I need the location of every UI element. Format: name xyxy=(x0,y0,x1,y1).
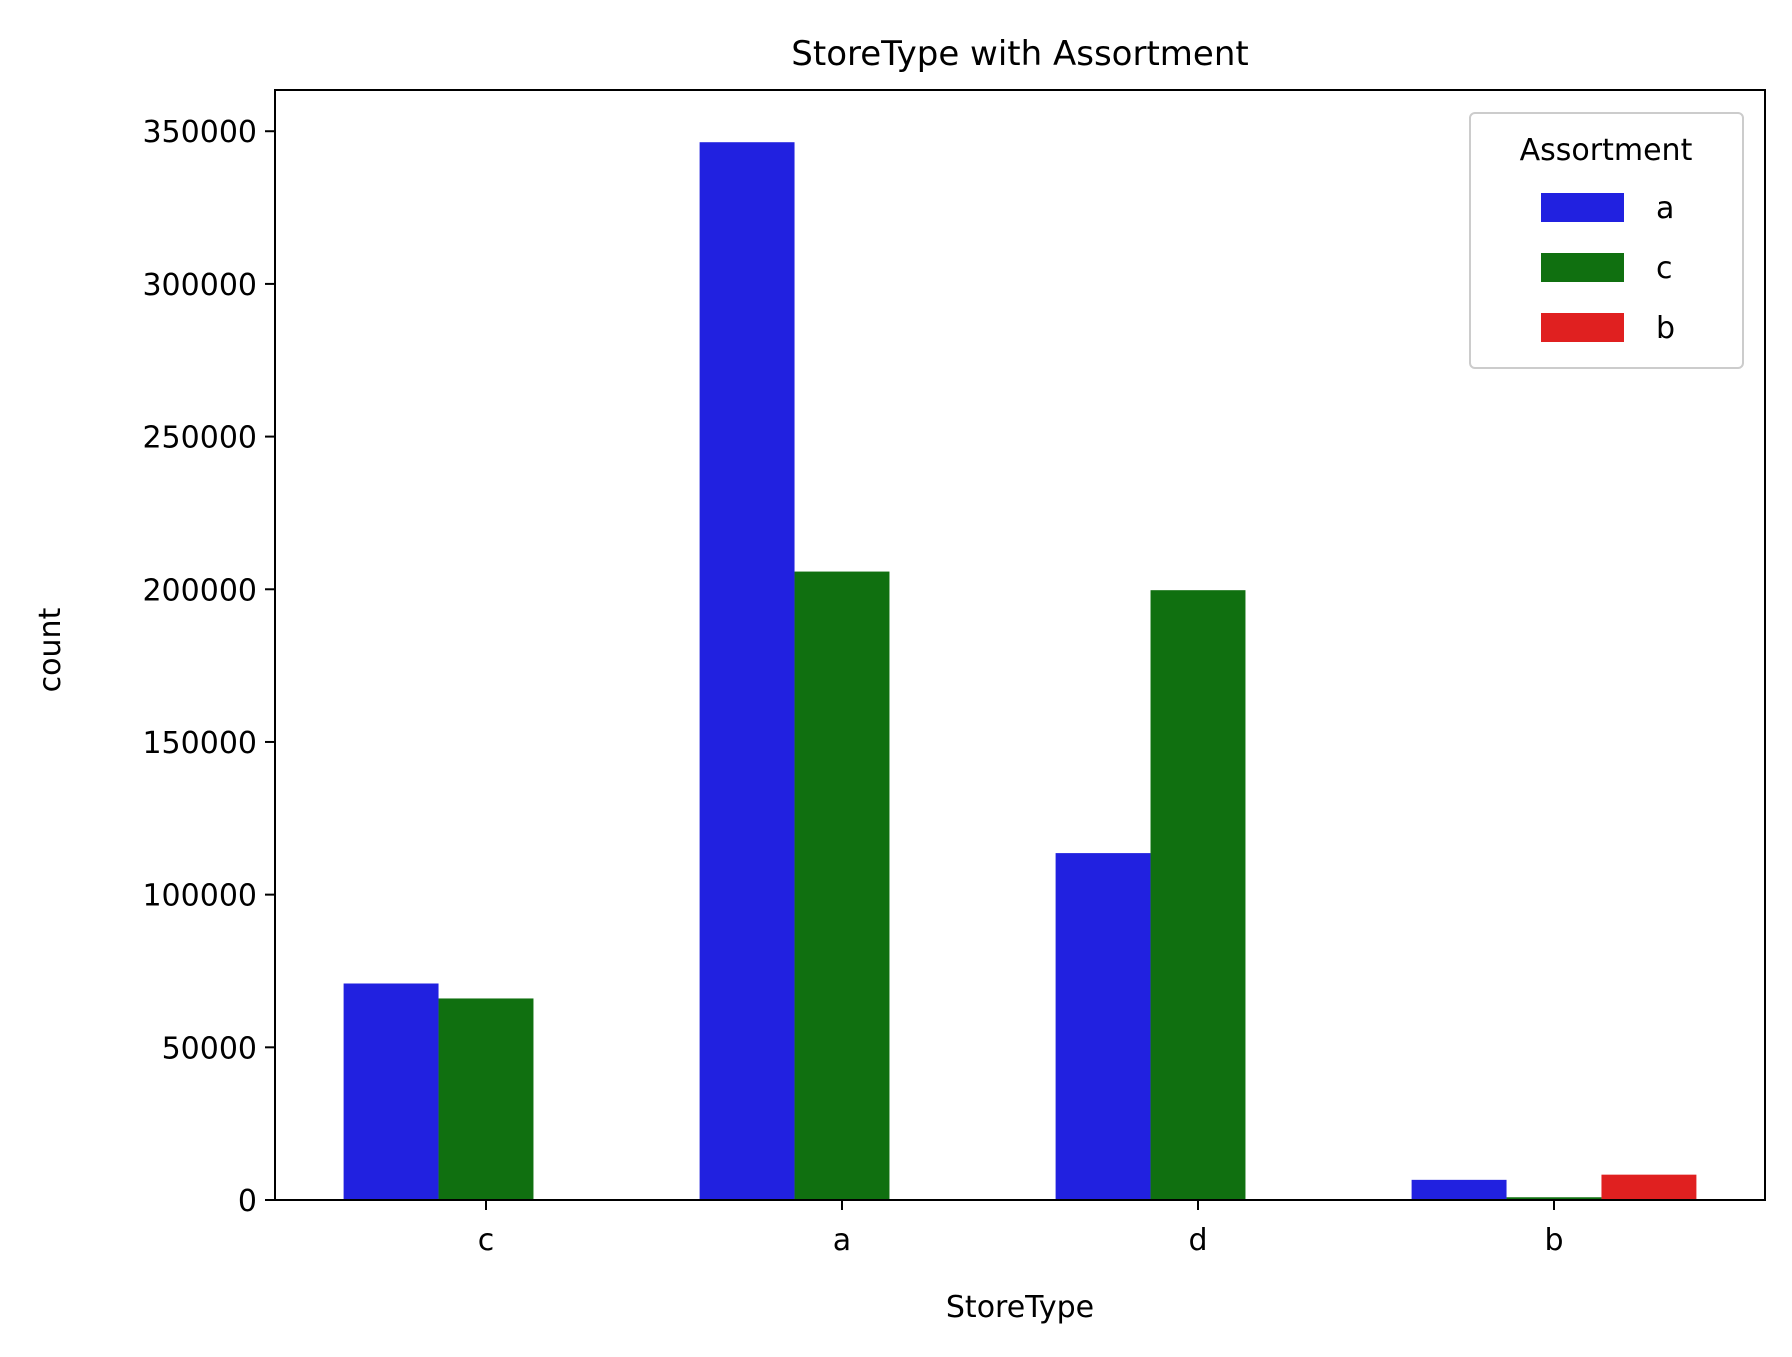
bars-group xyxy=(343,142,1697,1201)
bar-b-a xyxy=(1411,1179,1507,1200)
bar-d-c xyxy=(1150,590,1246,1200)
y-axis-ticks: 0 50000 100000 150000 200000 250000 300000 3500… xyxy=(142,115,275,1219)
y-tick-label: 350000 xyxy=(142,115,257,150)
legend-title: Assortment xyxy=(1520,133,1693,168)
bar-b-c xyxy=(1506,1197,1602,1200)
bar-a-c xyxy=(794,571,890,1200)
bar-d-a xyxy=(1055,853,1151,1200)
y-axis-label: count xyxy=(33,607,68,692)
x-tick-label: d xyxy=(1188,1223,1207,1258)
x-tick-label: b xyxy=(1544,1223,1563,1258)
legend-swatch-b xyxy=(1541,313,1624,342)
legend: Assortment acb xyxy=(1469,112,1744,369)
plot-area-frame xyxy=(274,89,1766,1201)
y-tick-label: 200000 xyxy=(142,573,257,608)
bar-b-b xyxy=(1601,1174,1697,1200)
bar-a-a xyxy=(699,142,795,1201)
legend-label-c: c xyxy=(1656,251,1673,286)
chart-title: StoreType with Assortment xyxy=(791,34,1248,74)
y-tick-label: 150000 xyxy=(142,726,257,761)
bar-c-c xyxy=(438,998,534,1200)
y-tick-label: 0 xyxy=(238,1184,257,1219)
legend-swatch-c xyxy=(1541,253,1624,282)
y-tick-label: 250000 xyxy=(142,421,257,456)
legend-items: acb xyxy=(1541,191,1675,346)
y-tick-label: 50000 xyxy=(162,1031,257,1066)
y-tick-label: 100000 xyxy=(142,879,257,914)
legend-label-a: a xyxy=(1656,191,1674,226)
bar-c-a xyxy=(343,983,439,1200)
x-tick-label: a xyxy=(833,1223,851,1258)
x-axis-label: StoreType xyxy=(946,1290,1094,1325)
legend-label-b: b xyxy=(1656,311,1675,346)
x-tick-label: c xyxy=(478,1223,495,1258)
y-tick-label: 300000 xyxy=(142,268,257,303)
legend-box xyxy=(1469,112,1744,369)
legend-swatch-a xyxy=(1541,193,1624,222)
